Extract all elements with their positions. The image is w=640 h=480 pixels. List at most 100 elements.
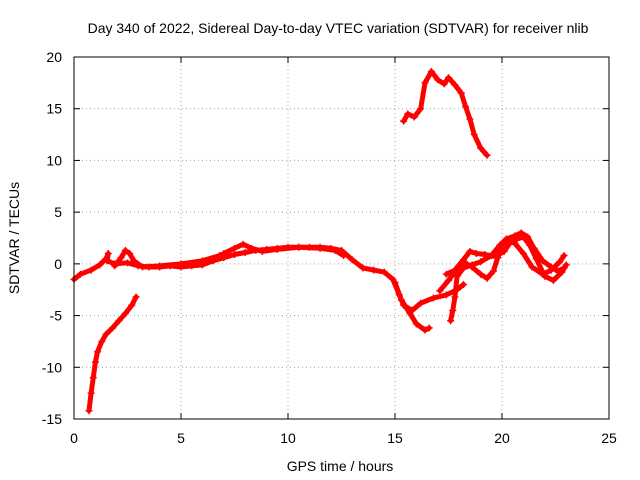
- data-point-marker: [477, 258, 485, 266]
- series-band: [392, 280, 432, 333]
- data-point-marker: [370, 266, 378, 274]
- data-point-marker: [447, 317, 455, 325]
- series-track-3: [111, 240, 348, 271]
- data-point-marker: [513, 235, 521, 243]
- x-tick-label: 10: [280, 430, 296, 446]
- data-point-marker: [451, 81, 459, 89]
- series-track-8: [442, 233, 570, 284]
- data-point-marker: [248, 244, 256, 252]
- data-point-marker: [94, 348, 102, 356]
- data-point-marker: [258, 247, 266, 255]
- data-point-marker: [519, 250, 527, 258]
- data-point-marker: [519, 233, 527, 241]
- data-point-marker: [459, 256, 467, 264]
- data-point-marker: [562, 261, 570, 269]
- data-point-marker: [425, 324, 433, 332]
- data-point-marker: [239, 240, 247, 248]
- y-tick-label: 0: [54, 256, 62, 272]
- data-point-marker: [526, 241, 534, 249]
- data-point-marker: [417, 299, 425, 307]
- data-point-marker: [216, 252, 224, 260]
- data-point-marker: [130, 257, 138, 265]
- ticks-layer: 0 5 10 15 20 25 -15 -10 -5 0 5 10 15 20: [42, 49, 617, 446]
- data-point-marker: [412, 320, 420, 328]
- data-point-marker: [528, 263, 536, 271]
- data-point-marker: [442, 270, 450, 278]
- y-tick-label: -15: [42, 411, 62, 427]
- data-point-marker: [89, 374, 97, 382]
- data-point-marker: [453, 272, 461, 280]
- data-point-marker: [459, 264, 467, 272]
- data-point-marker: [468, 261, 476, 269]
- data-point-marker: [466, 115, 474, 123]
- data-point-marker: [400, 117, 408, 125]
- data-point-marker: [87, 266, 95, 274]
- data-point-marker: [406, 310, 414, 318]
- data-point-marker: [496, 241, 504, 249]
- data-point-marker: [397, 296, 405, 304]
- data-point-marker: [507, 238, 515, 246]
- series-track-2: [85, 293, 140, 415]
- data-point-marker: [198, 257, 206, 265]
- y-tick-label: -5: [50, 308, 63, 324]
- data-point-marker: [556, 258, 564, 266]
- data-point-marker: [445, 74, 452, 82]
- series-band: [86, 294, 139, 414]
- data-point-marker: [156, 262, 164, 270]
- plot-frame: [73, 56, 610, 420]
- data-point-marker: [417, 105, 425, 113]
- data-point-marker: [466, 247, 474, 255]
- data-point-marker: [434, 76, 442, 84]
- data-point-marker: [472, 250, 480, 258]
- data-point-marker: [121, 246, 129, 254]
- data-point-marker: [500, 247, 508, 255]
- data-point-marker: [331, 246, 339, 254]
- data-point-marker: [91, 358, 99, 366]
- series-band: [401, 69, 490, 158]
- data-point-marker: [427, 67, 435, 75]
- data-point-marker: [430, 294, 438, 302]
- data-point-marker: [98, 337, 106, 345]
- data-point-marker: [117, 254, 125, 262]
- data-point-marker: [220, 250, 228, 258]
- data-point-marker: [87, 389, 95, 397]
- data-point-marker: [359, 264, 367, 272]
- x-tick-label: 5: [177, 430, 185, 446]
- data-point-marker: [231, 251, 238, 259]
- data-point-marker: [481, 251, 489, 259]
- data-point-marker: [457, 89, 465, 97]
- data-point-marker: [109, 324, 117, 332]
- data-point-marker: [132, 293, 140, 301]
- data-point-marker: [489, 267, 497, 275]
- data-point-marker: [558, 268, 566, 276]
- series-layer: [70, 67, 570, 415]
- x-axis-label: GPS time / hours: [287, 458, 394, 474]
- data-point-marker: [483, 274, 491, 282]
- data-point-marker: [316, 244, 324, 252]
- data-point-marker: [177, 260, 185, 268]
- data-point-marker: [502, 235, 510, 243]
- y-tick-label: -10: [42, 359, 62, 375]
- data-point-marker: [477, 270, 485, 278]
- data-point-marker: [121, 310, 129, 318]
- data-point-marker: [462, 103, 470, 111]
- data-point-marker: [547, 263, 555, 271]
- data-point-marker: [126, 250, 134, 258]
- data-point-marker: [111, 262, 119, 270]
- y-tick-label: 5: [54, 204, 62, 220]
- data-point-marker: [451, 266, 459, 274]
- data-point-marker: [380, 268, 388, 276]
- data-point-marker: [442, 291, 450, 299]
- data-point-marker: [96, 261, 104, 269]
- chart-title: Day 340 of 2022, Sidereal Day-to-day VTE…: [88, 20, 589, 36]
- y-axis-label: SDTVAR / TECUs: [6, 182, 22, 294]
- data-point-marker: [459, 281, 467, 289]
- data-point-marker: [102, 330, 110, 338]
- data-point-marker: [404, 110, 412, 118]
- data-point-marker: [231, 244, 238, 252]
- data-point-marker: [492, 253, 500, 261]
- data-point-marker: [560, 252, 568, 260]
- y-tick-label: 20: [46, 49, 62, 65]
- x-tick-label: 0: [70, 430, 78, 446]
- x-tick-label: 25: [601, 430, 617, 446]
